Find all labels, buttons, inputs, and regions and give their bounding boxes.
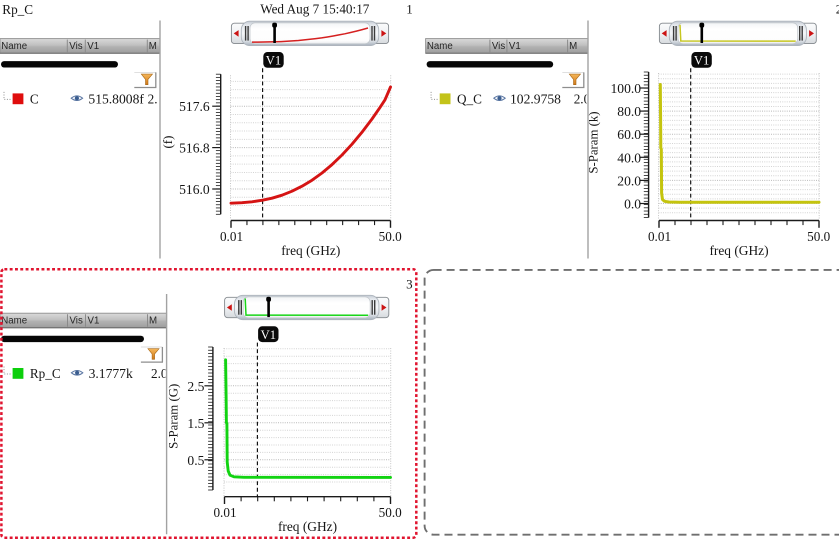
svg-text:V1: V1 [261,328,276,342]
svg-text:516.8: 516.8 [179,141,210,156]
svg-text:3.1777k: 3.1777k [89,366,133,381]
svg-text:515.8008f: 515.8008f [88,92,144,107]
svg-text:1: 1 [406,1,413,16]
svg-text:516.0: 516.0 [179,182,210,197]
svg-text:Vis: Vis [69,41,82,52]
svg-text:2.0: 2.0 [148,92,165,107]
svg-text:517.6: 517.6 [179,99,210,114]
svg-text:Wed Aug 7 15:40:17: Wed Aug 7 15:40:17 [260,2,370,17]
svg-text:2.5: 2.5 [187,379,204,394]
svg-text:Name: Name [427,41,453,52]
svg-text:3: 3 [406,276,413,291]
svg-text:0.5: 0.5 [187,453,204,468]
svg-text:80.0: 80.0 [617,104,641,119]
svg-text:100.0: 100.0 [611,81,642,96]
svg-text:Name: Name [1,316,27,327]
svg-text:40.0: 40.0 [617,150,641,165]
svg-text:M: M [149,41,157,52]
svg-text:M: M [149,316,157,327]
svg-text:M: M [569,41,577,52]
svg-text:2.0: 2.0 [574,92,591,107]
svg-text:Q_C: Q_C [457,92,482,107]
svg-text:V1: V1 [694,54,709,68]
svg-text:freq (GHz): freq (GHz) [281,243,340,258]
svg-text:Rp_C: Rp_C [30,366,61,381]
svg-text:0.01: 0.01 [648,229,671,244]
svg-text:Vis: Vis [70,316,83,327]
svg-text:0.01: 0.01 [220,229,243,244]
svg-text:2: 2 [836,1,839,16]
svg-text:2.0: 2.0 [151,366,168,381]
svg-text:1.5: 1.5 [187,416,204,431]
svg-text:S-Param (k): S-Param (k) [587,111,601,173]
svg-text:0.01: 0.01 [213,505,236,520]
svg-text:V1: V1 [266,54,281,68]
svg-text:Name: Name [1,41,27,52]
svg-text:20.0: 20.0 [617,173,641,188]
svg-text:V1: V1 [87,41,99,52]
svg-text:C: C [30,92,39,107]
svg-text:60.0: 60.0 [617,127,641,142]
svg-text:Vis: Vis [492,41,505,52]
svg-text:0.0: 0.0 [624,197,641,212]
svg-text:Rp_C: Rp_C [2,2,33,17]
svg-text:freq (GHz): freq (GHz) [709,243,768,258]
svg-text:50.0: 50.0 [379,505,402,520]
svg-text:(f): (f) [161,136,175,149]
svg-text:50.0: 50.0 [807,229,830,244]
svg-text:V1: V1 [509,41,521,52]
svg-text:50.0: 50.0 [379,229,402,244]
svg-text:V1: V1 [88,316,100,327]
svg-text:freq (GHz): freq (GHz) [278,519,337,534]
svg-text:102.9758: 102.9758 [510,92,561,107]
svg-text:S-Param (G): S-Param (G) [166,384,180,449]
